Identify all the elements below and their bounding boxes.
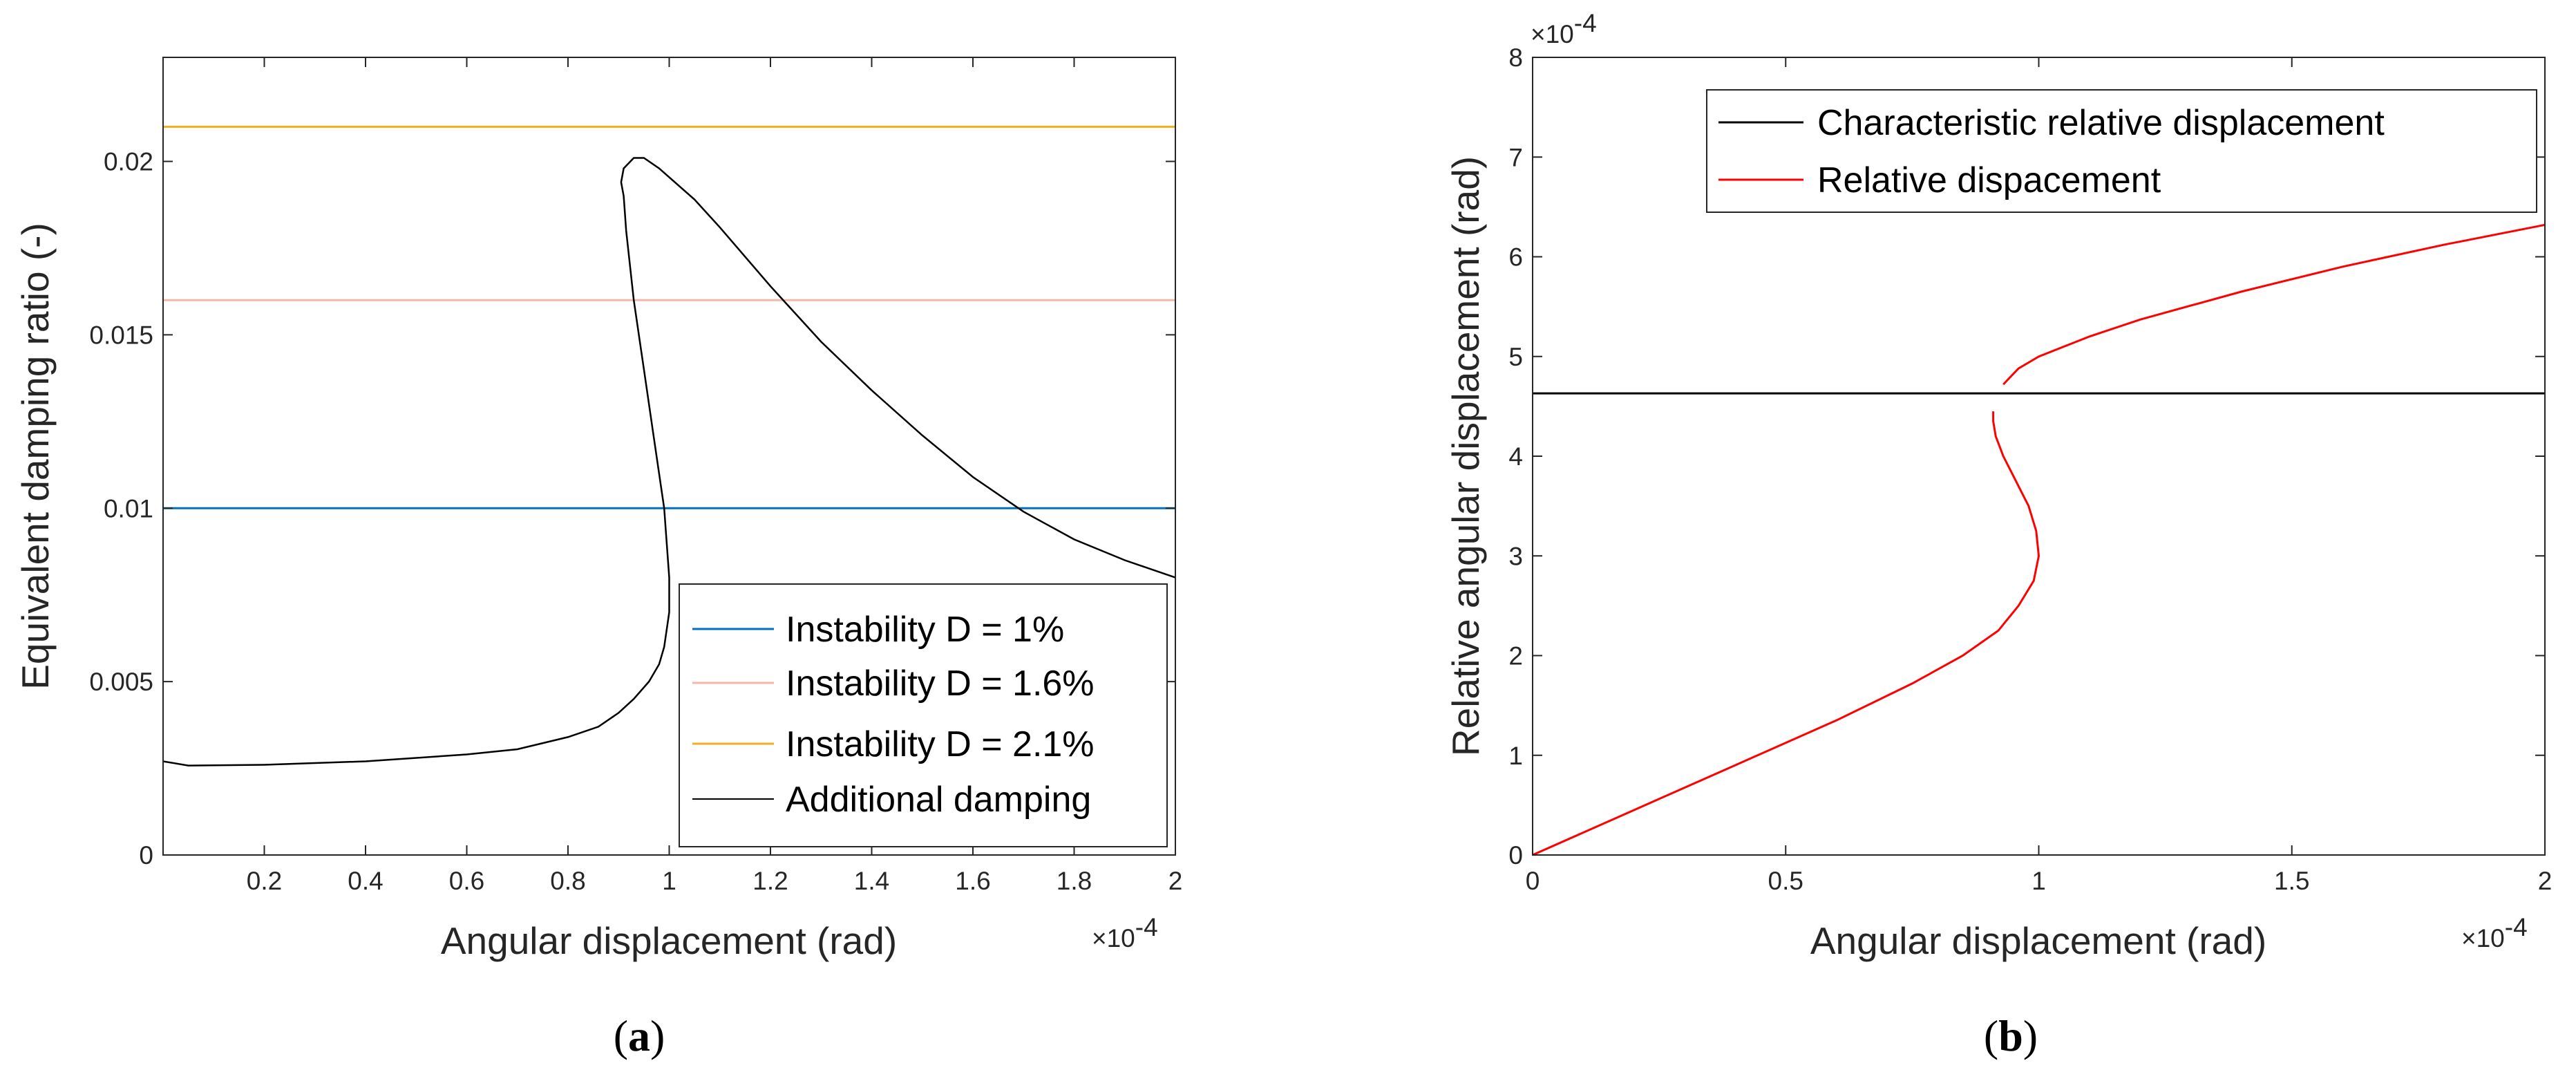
chart-a-legend-label-d21: Instability D = 2.1% bbox=[786, 724, 1095, 764]
chart-a-x-tick-label: 0.8 bbox=[550, 867, 585, 895]
chart-b-y-tick-label: 1 bbox=[1508, 742, 1523, 770]
chart-b-y-multiplier: ×10-4 bbox=[1531, 9, 1597, 48]
chart-a-x-tick-label: 0.6 bbox=[449, 867, 484, 895]
chart-a-x-tick-label: 1.2 bbox=[752, 867, 788, 895]
chart-b-legend-box bbox=[1706, 89, 2537, 213]
chart-a-y-tick-label: 0 bbox=[139, 841, 153, 870]
chart-b-x-tick-label: 2 bbox=[2538, 867, 2553, 895]
chart-b-series-relative-segment-1 bbox=[1532, 411, 2040, 856]
chart-a-x-multiplier-exponent: -4 bbox=[1135, 913, 1158, 941]
chart-b-x-ticks: 0 0.5 1 1.5 2 bbox=[1526, 57, 2553, 895]
chart-b: 0 0.5 1 1.5 2 0 1 2 3 4 5 6 7 8 Angular displacement… bbox=[1444, 9, 2552, 1060]
chart-a-x-axis-label: Angular displacement (rad) bbox=[441, 919, 897, 962]
chart-a-x-tick-label: 1.4 bbox=[854, 867, 889, 895]
chart-a-threshold-lines bbox=[163, 125, 1175, 509]
chart-a-legend-label-d16: Instability D = 1.6% bbox=[786, 664, 1095, 704]
chart-b-y-multiplier-base: ×10 bbox=[1531, 20, 1574, 48]
chart-b-x-tick-label: 0.5 bbox=[1768, 867, 1803, 895]
chart-a-x-ticks: 0.2 0.4 0.6 0.8 1 1.2 1.4 1.6 1.8 2 bbox=[247, 57, 1183, 895]
chart-a-x-tick-label: 1 bbox=[662, 867, 676, 895]
chart-a-y-tick-label: 0.005 bbox=[89, 668, 153, 696]
chart-b-y-tick-label: 4 bbox=[1508, 442, 1523, 471]
chart-a-y-axis-label: Equivalent damping ratio (-) bbox=[14, 223, 57, 690]
chart-b-caption-close: ) bbox=[2023, 1011, 2038, 1060]
chart-a: 0.2 0.4 0.6 0.8 1 1.2 1.4 1.6 1.8 2 0 0.005 0.01 0.0… bbox=[14, 57, 1182, 1060]
chart-b-x-multiplier-base: ×10 bbox=[2461, 924, 2505, 952]
chart-b-legend-label-relative: Relative dispacement bbox=[1817, 160, 2161, 200]
chart-a-x-multiplier: ×10-4 bbox=[1092, 913, 1158, 952]
chart-b-y-tick-label: 6 bbox=[1508, 243, 1523, 272]
chart-b-caption-letter: b bbox=[1998, 1011, 2023, 1060]
chart-a-x-tick-label: 1.6 bbox=[955, 867, 990, 895]
chart-b-caption-open: ( bbox=[1984, 1011, 1998, 1060]
chart-b-x-tick-label: 1.5 bbox=[2274, 867, 2309, 895]
chart-a-legend: Instability D = 1% Instability D = 1.6% … bbox=[679, 583, 1168, 847]
chart-b-legend-label-characteristic: Characteristic relative displacement bbox=[1817, 103, 2385, 143]
chart-b-y-tick-label: 3 bbox=[1508, 542, 1523, 570]
chart-b-x-tick-label: 1 bbox=[2032, 867, 2046, 895]
chart-b-x-multiplier: ×10-4 bbox=[2461, 913, 2528, 952]
chart-b-x-multiplier-exponent: -4 bbox=[2505, 913, 2528, 941]
chart-a-caption: (a) bbox=[614, 1011, 665, 1060]
chart-a-x-multiplier-base: ×10 bbox=[1092, 924, 1135, 952]
chart-a-series-additional-damping-line bbox=[162, 157, 1176, 767]
chart-b-legend: Characteristic relative displacement Rel… bbox=[1706, 89, 2537, 213]
chart-a-caption-close: ) bbox=[650, 1011, 665, 1060]
chart-a-y-tick-label: 0.015 bbox=[89, 321, 153, 349]
chart-b-x-tick-label: 0 bbox=[1526, 867, 1540, 895]
chart-b-y-tick-label: 7 bbox=[1508, 143, 1523, 171]
chart-a-legend-label-additional-damping: Additional damping bbox=[786, 780, 1091, 820]
chart-b-y-tick-label: 0 bbox=[1508, 841, 1523, 870]
chart-b-x-axis-label: Angular displacement (rad) bbox=[1810, 919, 2266, 962]
chart-b-y-tick-label: 5 bbox=[1508, 343, 1523, 371]
chart-a-legend-label-d1: Instability D = 1% bbox=[786, 610, 1064, 650]
chart-b-y-axis-label: Relative angular displacement (rad) bbox=[1444, 156, 1487, 756]
chart-b-caption: (b) bbox=[1984, 1011, 2038, 1060]
chart-a-x-tick-label: 2 bbox=[1168, 867, 1183, 895]
chart-a-x-tick-label: 1.8 bbox=[1057, 867, 1092, 895]
chart-a-y-tick-label: 0.02 bbox=[104, 148, 153, 176]
chart-b-y-tick-label: 8 bbox=[1508, 44, 1523, 72]
chart-a-x-tick-label: 0.4 bbox=[348, 867, 383, 895]
chart-a-legend-box bbox=[679, 583, 1168, 847]
chart-b-relative-displacement-lines bbox=[1532, 223, 2546, 856]
chart-b-y-multiplier-exponent: -4 bbox=[1574, 9, 1597, 37]
chart-b-series-relative-segment-2 bbox=[2002, 223, 2546, 386]
chart-a-caption-open: ( bbox=[614, 1011, 628, 1060]
chart-a-caption-letter: a bbox=[628, 1011, 650, 1060]
chart-b-y-ticks: 0 1 2 3 4 5 6 7 8 bbox=[1508, 44, 2545, 870]
chart-a-y-tick-label: 0.01 bbox=[104, 494, 153, 523]
chart-b-y-tick-label: 2 bbox=[1508, 642, 1523, 670]
chart-a-x-tick-label: 0.2 bbox=[247, 867, 282, 895]
chart-a-y-ticks: 0 0.005 0.01 0.015 0.02 bbox=[89, 148, 1175, 870]
